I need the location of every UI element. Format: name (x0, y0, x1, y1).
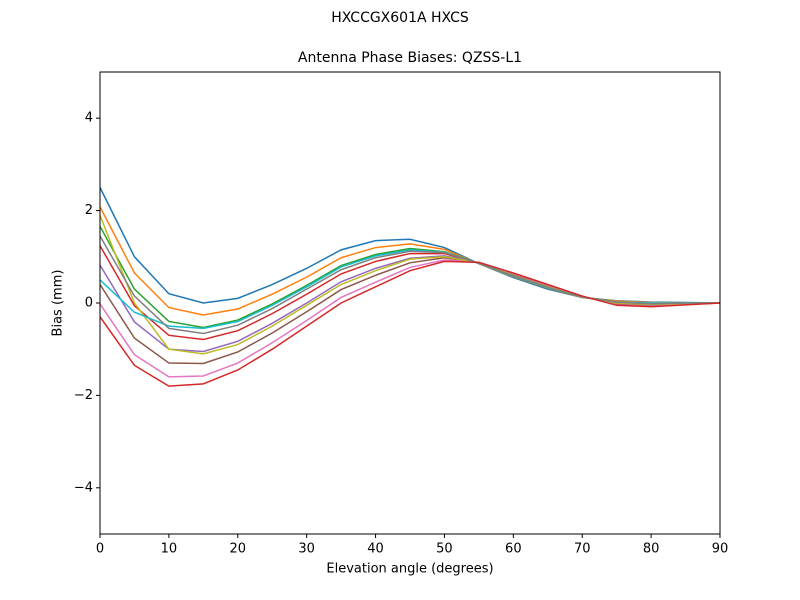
y-axis-label: Bias (mm) (51, 270, 66, 337)
series-line (99, 259, 721, 378)
x-tick-label: 30 (298, 542, 315, 557)
series-line (99, 214, 721, 355)
x-tick-label: 0 (96, 542, 104, 557)
y-tick-label: −4 (74, 480, 93, 495)
x-tick-label: 40 (367, 542, 384, 557)
x-tick-label: 10 (161, 542, 178, 557)
series-line (99, 249, 720, 330)
series-line (99, 187, 721, 304)
series-line (99, 256, 721, 365)
x-tick-label: 80 (643, 542, 660, 557)
y-tick-label: −2 (74, 388, 93, 403)
x-tick-label: 60 (505, 542, 522, 557)
series-line (99, 206, 720, 316)
series-line (99, 260, 721, 387)
x-tick-label: 90 (712, 542, 729, 557)
x-axis-label: Elevation angle (degrees) (326, 562, 493, 577)
plot-area (99, 187, 721, 387)
y-tick-label: 0 (85, 296, 93, 311)
y-tick-label: 4 (85, 111, 93, 126)
series-line (99, 235, 720, 335)
x-tick-label: 20 (230, 542, 247, 557)
chart-title: Antenna Phase Biases: QZSS-L1 (298, 50, 522, 66)
x-tick-label: 50 (436, 542, 453, 557)
x-tick-label: 70 (574, 542, 591, 557)
y-tick-label: 2 (85, 203, 93, 218)
suptitle: HXCCGX601A HXCS (331, 10, 469, 26)
